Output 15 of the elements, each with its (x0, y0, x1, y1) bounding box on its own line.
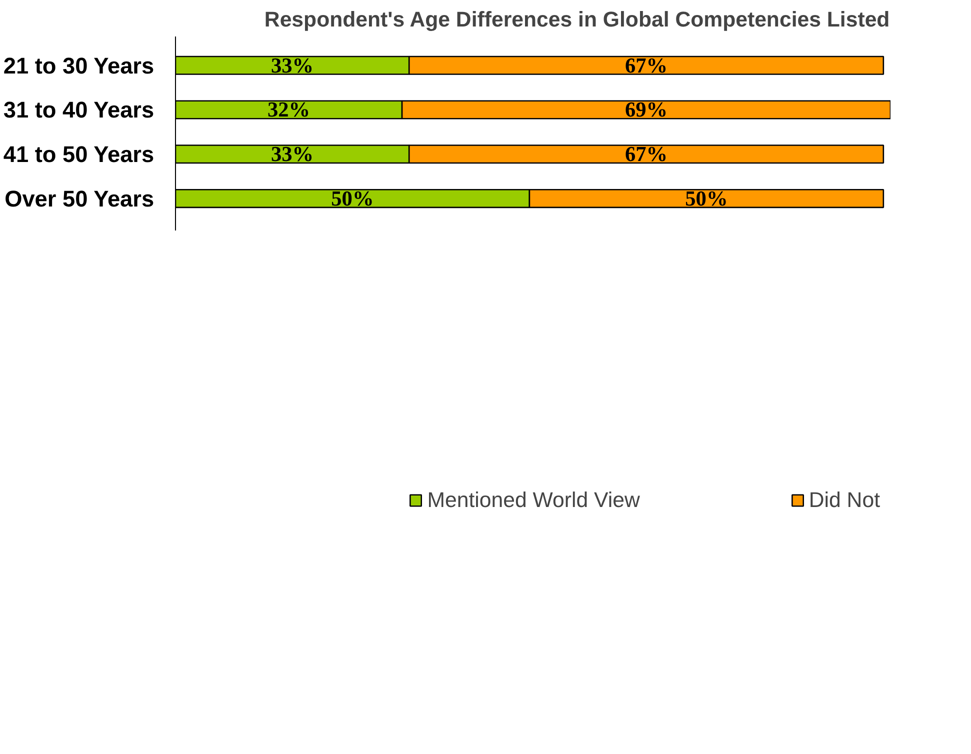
y-tick-label: 31 to 40 Years (3, 96, 154, 123)
data-label: 33% (270, 142, 314, 166)
y-tick-label: 21 to 30 Years (3, 52, 154, 78)
legend-label: Mentioned World View (427, 488, 640, 512)
data-label: 32% (267, 98, 310, 122)
data-label: 67% (624, 53, 668, 78)
data-label: 50% (685, 186, 728, 211)
data-label: 69% (624, 98, 668, 122)
y-tick-label: 41 to 50 Years (3, 141, 154, 168)
data-label: 33% (270, 53, 314, 78)
legend-label: Did Not (808, 488, 880, 512)
y-tick-label: Over 50 Years (4, 186, 154, 212)
chart-title: Respondent's Age Differences in Global Competencies Listed (264, 8, 890, 32)
data-label: 67% (624, 142, 668, 166)
data-label: 50% (331, 186, 374, 211)
